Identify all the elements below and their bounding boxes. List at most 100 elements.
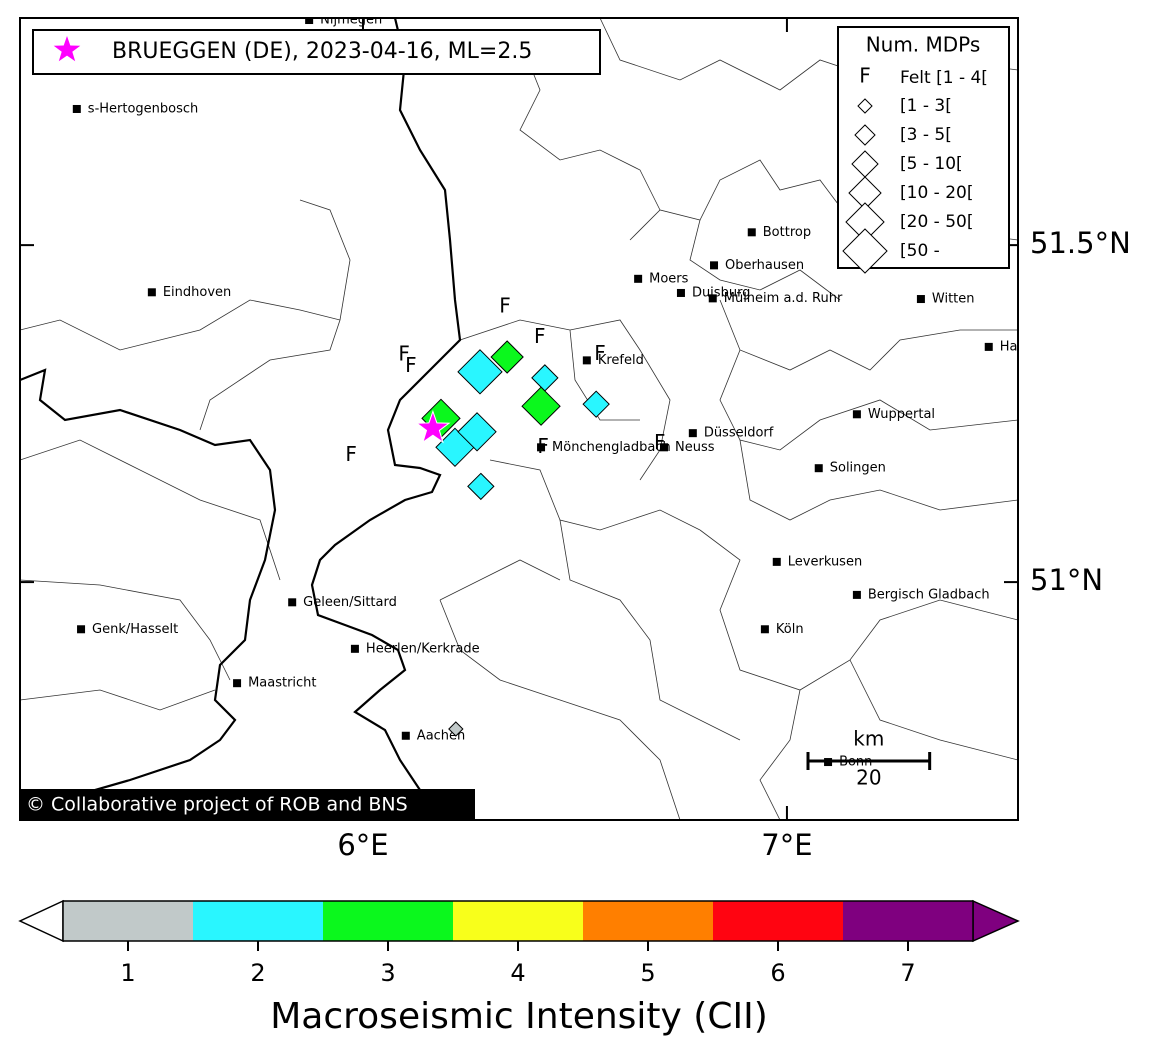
mdp-legend-title: Num. MDPs (866, 33, 981, 57)
city-marker (852, 410, 861, 419)
colorbar-bin (843, 901, 974, 941)
city-marker (582, 356, 591, 365)
colorbar-bin (713, 901, 844, 941)
national-border (20, 368, 277, 812)
mdp-diamond (531, 364, 559, 392)
copyright: © Collaborative project of ROB and BNS (26, 794, 408, 816)
colorbar-tick-label: 3 (380, 959, 395, 987)
city-marker (814, 464, 823, 473)
colorbar-tick-label: 4 (510, 959, 525, 987)
city-label: Düsseldorf (704, 426, 774, 441)
copyright-box (20, 789, 475, 820)
mdp-diamond (490, 340, 524, 374)
colorbar-label: Macroseismic Intensity (CII) (270, 996, 768, 1037)
felt-marker: F (594, 341, 606, 365)
mdp-legend-felt-label: Felt [1 - 4[ (900, 68, 988, 88)
city-marker (708, 294, 717, 303)
city-marker (772, 557, 781, 566)
colorbar-tick-label: 7 (900, 959, 915, 987)
colorbar-tick-label: 5 (640, 959, 655, 987)
felt-marker: F (499, 294, 511, 318)
scale-bar (806, 752, 932, 770)
epicenter (415, 409, 451, 444)
city-label: Bottrop (763, 225, 811, 240)
city-marker (634, 274, 643, 283)
mdp-diamond (582, 390, 610, 418)
city-label: Mülheim a.d. Ruhr (724, 291, 843, 306)
city-marker (984, 342, 993, 351)
city-marker (233, 679, 242, 688)
event-legend-star (53, 36, 81, 62)
city-marker (147, 288, 156, 297)
felt-marker: F (537, 434, 549, 458)
mdp-legend-label: [3 - 5[ (900, 125, 952, 145)
city-marker (77, 625, 86, 634)
lat-tick-label: 51°N (1030, 563, 1103, 597)
lat-tick-label: 51.5°N (1030, 226, 1131, 260)
mdp-diamond (457, 349, 503, 395)
city-marker (916, 295, 925, 304)
event-legend-label: BRUEGGEN (DE), 2023-04-16, ML=2.5 (112, 39, 532, 64)
city-label: Eindhoven (163, 285, 231, 300)
national-border (310, 18, 462, 820)
city-label: Genk/Hasselt (92, 622, 178, 637)
scale-unit: km (853, 727, 884, 751)
lon-tick-label: 6°E (337, 828, 388, 862)
mdp-legend-diamond (857, 98, 873, 114)
city-label: Maastricht (248, 676, 316, 691)
city-marker (852, 590, 861, 599)
city-label: Oberhausen (725, 258, 804, 273)
scale-length: 20 (856, 766, 881, 790)
city-marker (688, 429, 697, 438)
city-label: Krefeld (598, 353, 644, 368)
city-label: Wuppertal (868, 407, 935, 422)
city-marker (710, 261, 719, 270)
colorbar-bin (193, 901, 324, 941)
city-marker (537, 443, 546, 452)
city-marker (760, 625, 769, 634)
colorbar-bin (583, 901, 714, 941)
colorbar-tick-label: 2 (250, 959, 265, 987)
mdp-legend-label: [1 - 3[ (900, 96, 952, 116)
colorbar-tick-label: 1 (120, 959, 135, 987)
mdp-legend-label: [20 - 50[ (900, 212, 973, 232)
mdp-legend-label: [50 - (900, 241, 940, 261)
mdp-diamond (448, 721, 464, 737)
city-label: Leverkusen (788, 554, 862, 569)
lon-tick-label: 7°E (761, 828, 812, 862)
mdp-legend-label: [10 - 20[ (900, 183, 973, 203)
felt-marker: F (405, 353, 417, 377)
city-label: Köln (776, 622, 804, 637)
colorbar-bin (323, 901, 454, 941)
city-label: Bergisch Gladbach (868, 587, 990, 602)
city-label: Geleen/Sittard (303, 595, 397, 610)
colorbar-bin (63, 901, 194, 941)
city-label: s-Hertogenbosch (88, 101, 199, 116)
colorbar-extend-low (18, 899, 64, 943)
city-marker (401, 731, 410, 740)
felt-marker: F (534, 324, 546, 348)
admin-boundaries (20, 18, 1018, 820)
city-marker (288, 598, 297, 607)
felt-marker: F (345, 442, 357, 466)
city-label: Duisburg (692, 285, 751, 300)
city-label: Heerlen/Kerkrade (366, 641, 480, 656)
felt-marker: F (654, 430, 666, 454)
city-label: Hagen (1000, 339, 1042, 354)
map-area: Nijmegen s-Hertogenbosch Eindhoven Bottrop O… (20, 13, 1042, 820)
mdp-legend-felt-symbol: F (859, 64, 871, 88)
city-marker (305, 18, 314, 25)
mdp-diamond (457, 412, 497, 452)
map-frame (19, 17, 1019, 821)
city-marker (747, 228, 756, 237)
city-marker (72, 104, 81, 113)
mdp-diamond (467, 472, 495, 501)
felt-marker: F (398, 341, 410, 365)
event-legend-box (32, 29, 601, 75)
colorbar-tick-label: 6 (770, 959, 785, 987)
city-marker (659, 443, 668, 452)
city-label: Nijmegen (320, 13, 382, 28)
city-marker (350, 644, 359, 653)
